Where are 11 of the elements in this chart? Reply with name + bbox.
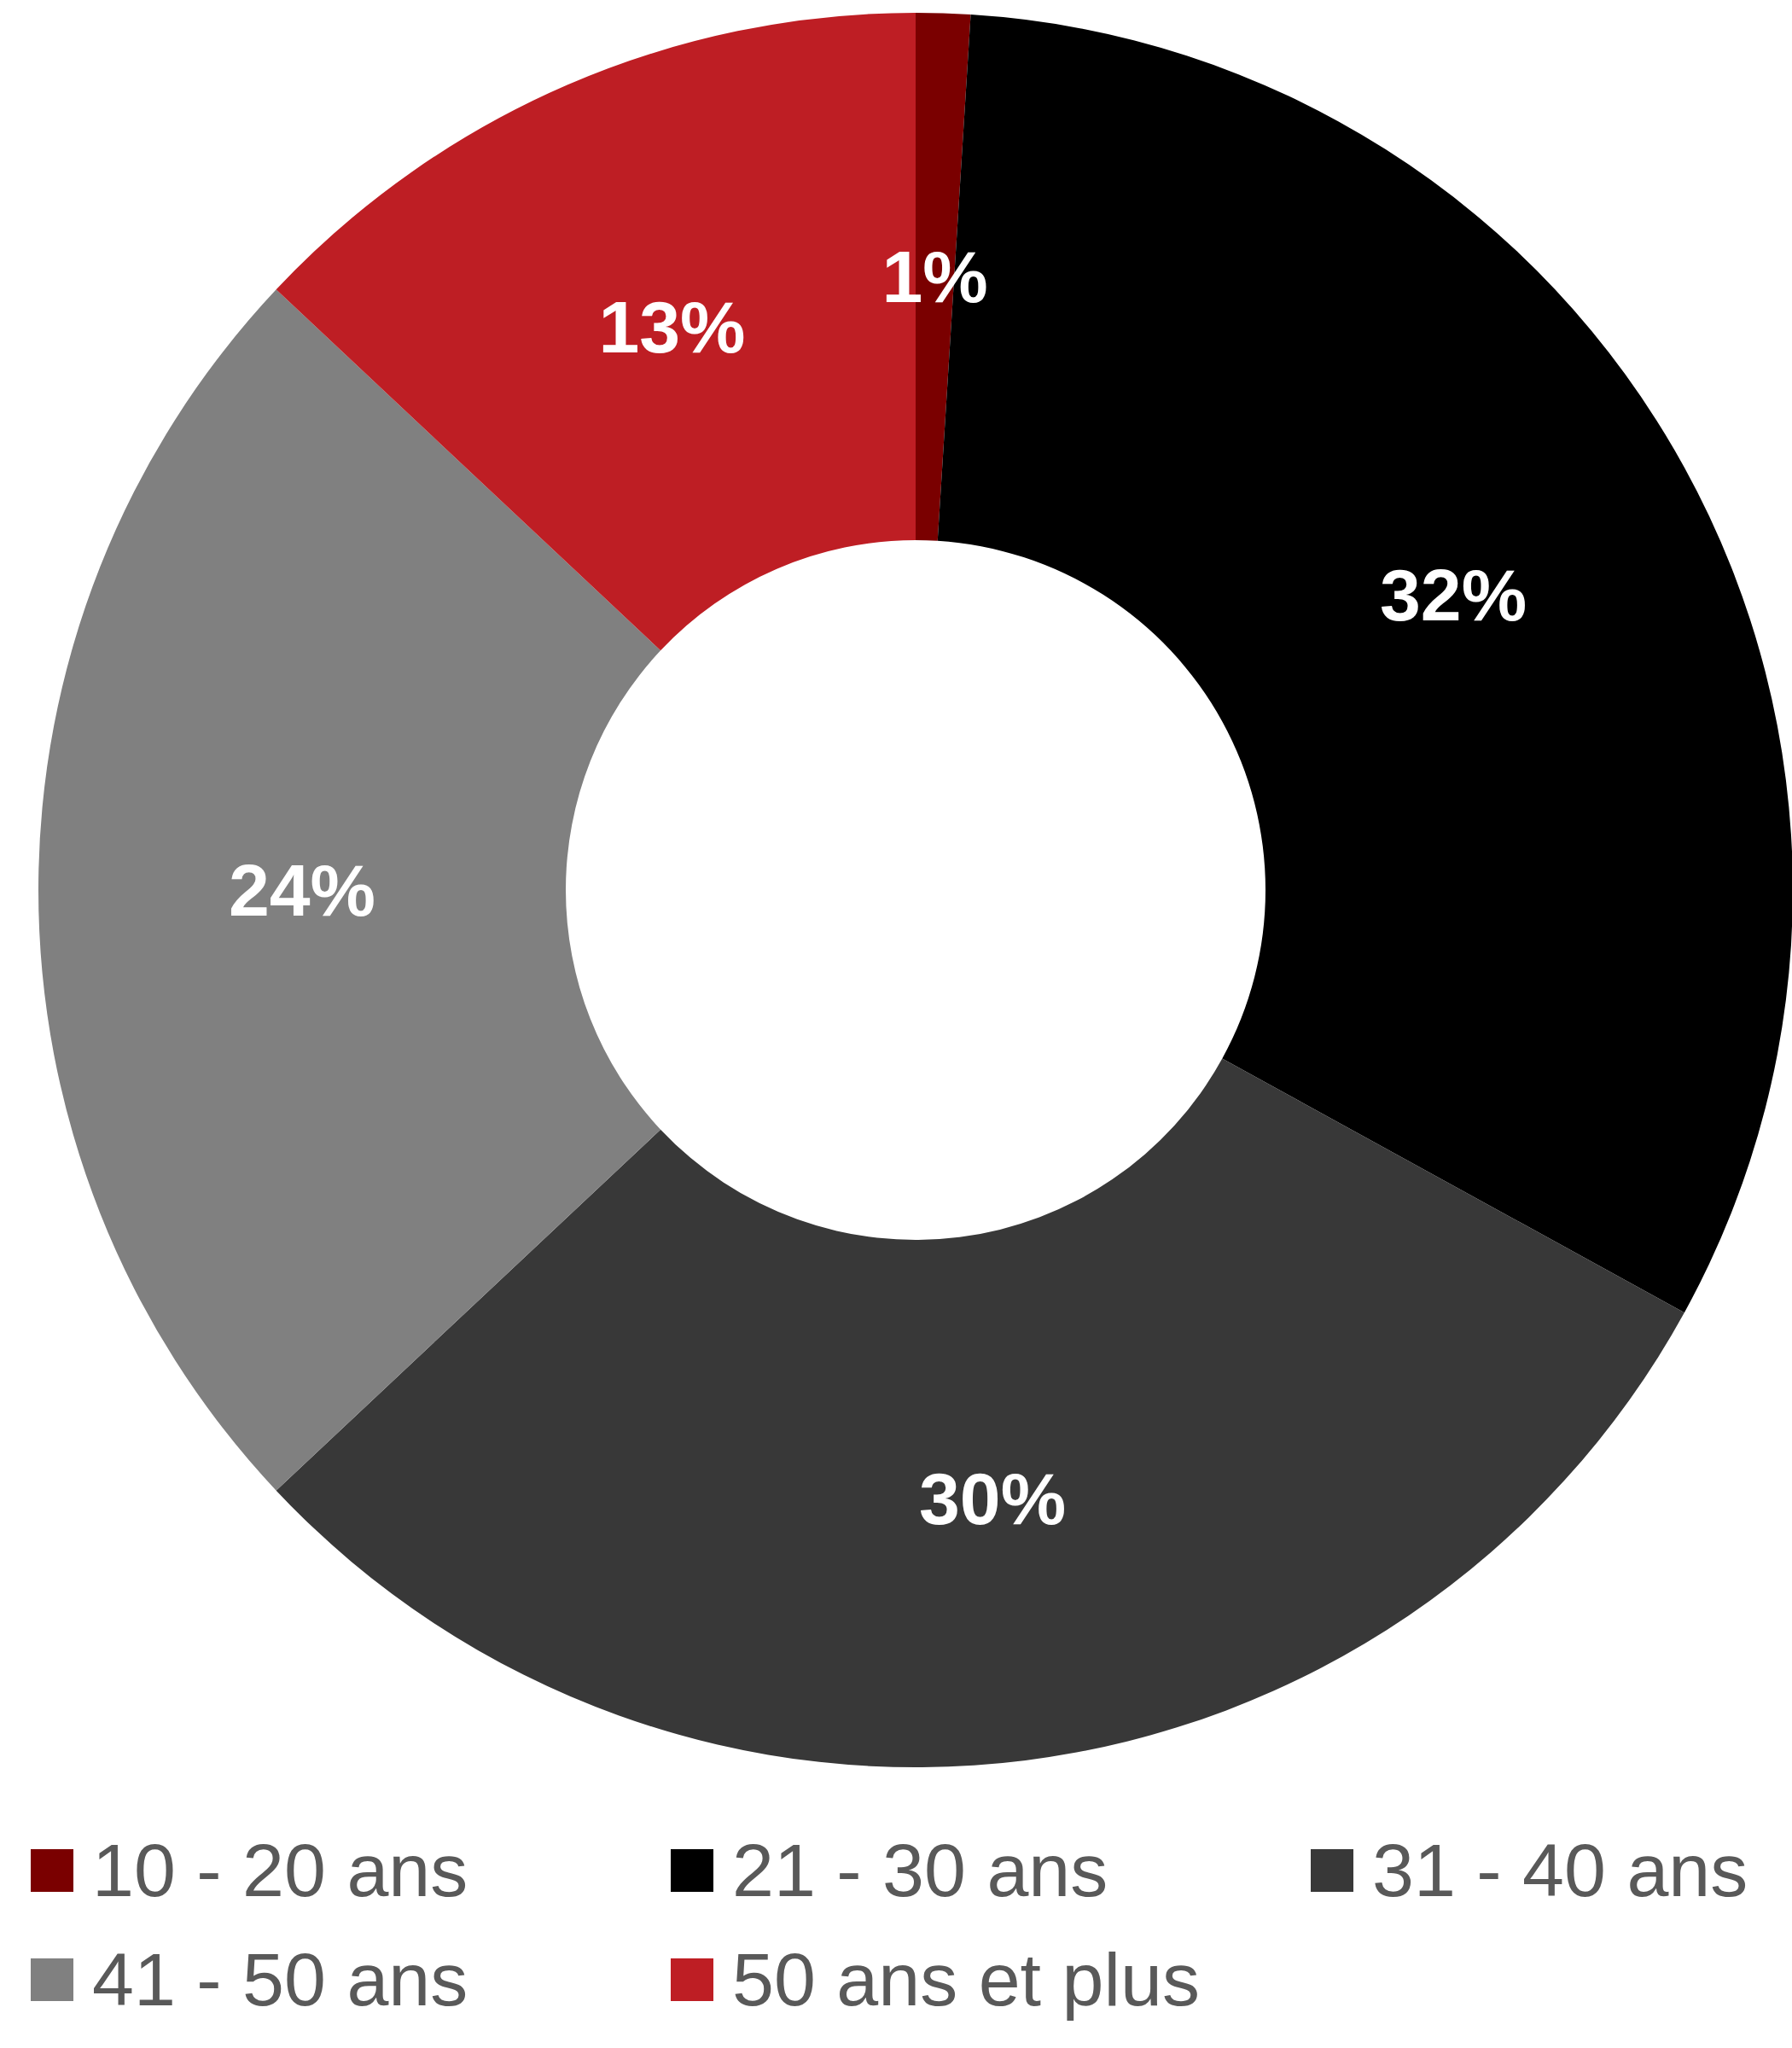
legend-label: 50 ans et plus	[732, 1937, 1200, 2022]
legend-label: 41 - 50 ans	[92, 1937, 468, 2022]
legend-label: 10 - 20 ans	[92, 1828, 468, 1912]
legend-label: 31 - 40 ans	[1372, 1828, 1748, 1912]
data-label: 30%	[919, 1457, 1067, 1540]
data-label: 24%	[228, 849, 376, 931]
donut-slice	[276, 1058, 1684, 1766]
data-label: 1%	[881, 236, 988, 318]
data-label: 13%	[598, 286, 746, 369]
data-label: 32%	[1379, 553, 1527, 636]
legend-label: 21 - 30 ans	[732, 1828, 1108, 1912]
